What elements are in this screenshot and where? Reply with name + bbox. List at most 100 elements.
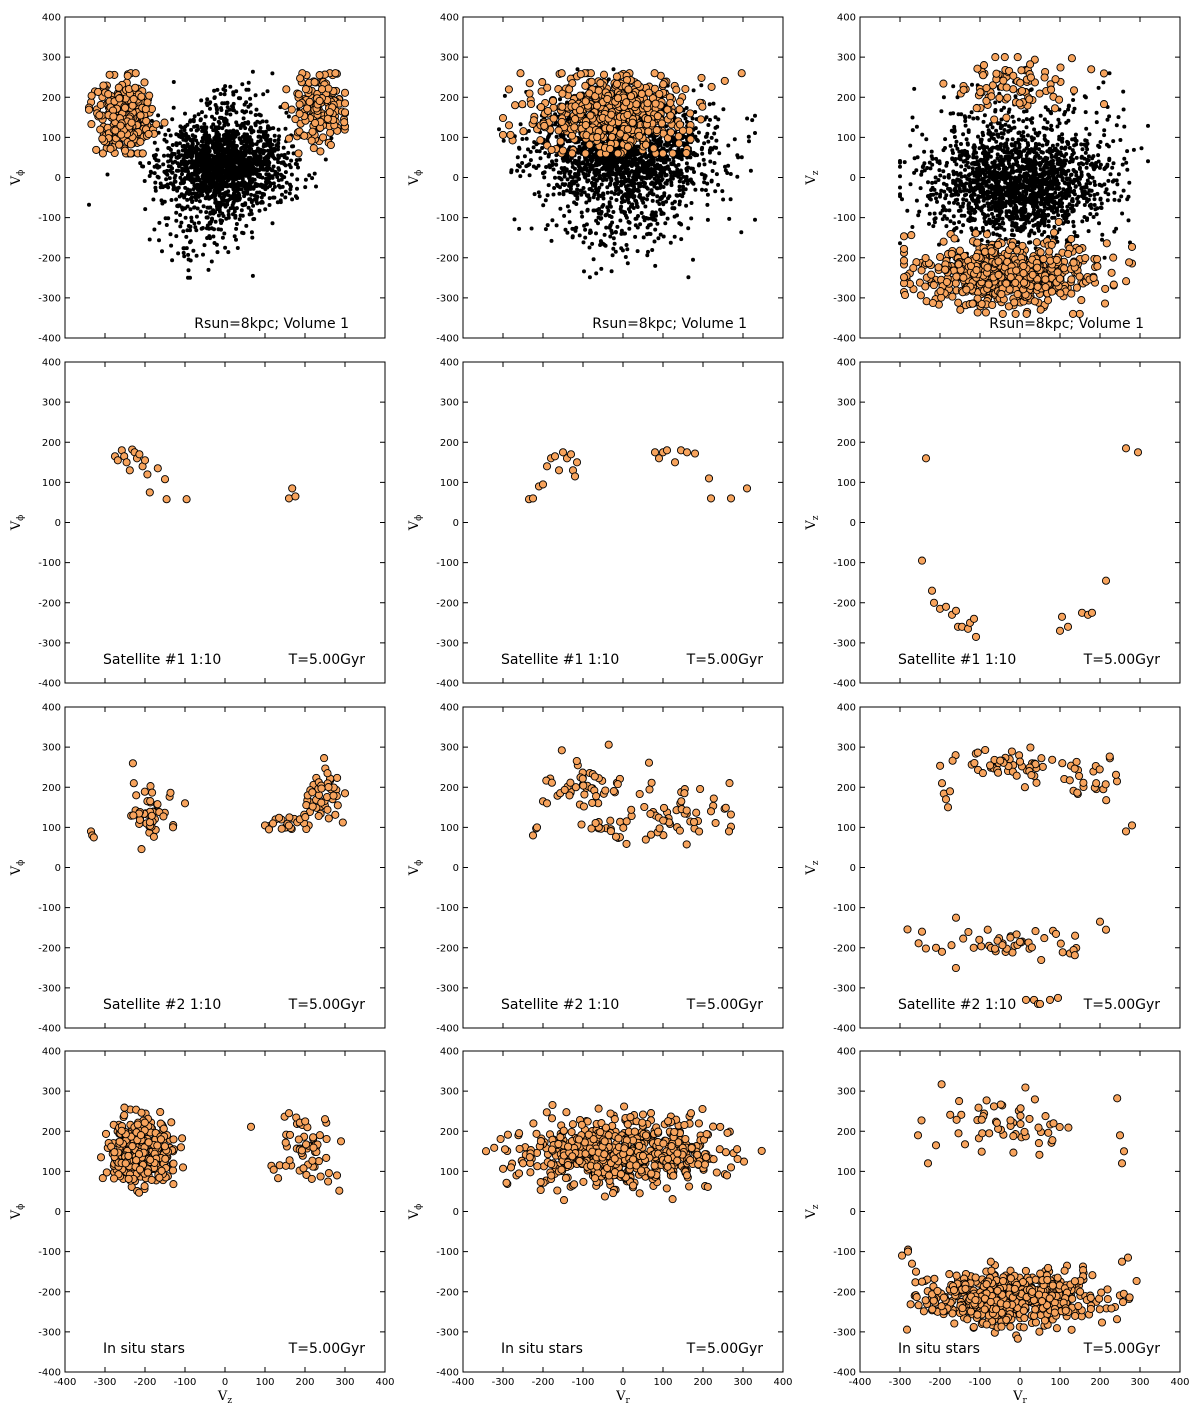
data-point-dark	[185, 122, 190, 127]
data-point-dark	[226, 209, 231, 214]
data-point-orange	[657, 119, 666, 128]
data-point-dark	[721, 197, 726, 202]
data-point-dark	[677, 188, 682, 193]
data-point-dark	[667, 157, 672, 162]
data-point-dark	[216, 213, 221, 218]
data-point-dark	[208, 188, 212, 193]
data-point-dark	[147, 174, 152, 178]
data-point-dark	[199, 98, 204, 103]
data-point-dark	[543, 151, 548, 155]
data-point-orange	[623, 125, 632, 134]
data-point-dark	[189, 219, 194, 224]
data-point-dark	[565, 177, 570, 182]
data-point-dark	[171, 80, 176, 84]
data-point-dark	[188, 118, 193, 123]
data-point-dark	[169, 198, 174, 202]
data-point-orange	[628, 118, 637, 127]
data-point-dark	[558, 206, 563, 211]
data-point-orange	[603, 94, 612, 104]
data-point-dark	[706, 123, 711, 127]
data-point-dark	[231, 206, 236, 211]
data-point-dark	[240, 121, 245, 126]
data-point-orange	[504, 121, 514, 130]
data-point-orange	[624, 85, 633, 94]
data-point-dark	[190, 200, 195, 204]
data-point-dark	[242, 194, 247, 199]
data-point-dark	[216, 169, 221, 174]
data-point-dark	[259, 195, 264, 200]
data-point-dark	[629, 203, 634, 208]
data-point-dark	[184, 190, 189, 195]
data-point-dark	[746, 134, 751, 139]
data-point-dark	[657, 202, 662, 206]
data-point-dark	[577, 155, 582, 160]
data-point-dark	[217, 188, 222, 193]
data-point-orange	[651, 99, 660, 108]
data-point-dark	[594, 208, 599, 213]
data-point-dark	[512, 217, 517, 222]
data-point-orange	[632, 100, 641, 109]
data-point-orange	[109, 112, 118, 121]
data-point-dark	[235, 154, 240, 158]
data-point-dark	[188, 239, 193, 244]
data-point-orange	[622, 98, 631, 107]
data-point-dark	[520, 161, 525, 165]
data-point-dark	[625, 169, 630, 174]
data-point-dark	[693, 187, 698, 192]
data-point-orange	[596, 79, 605, 88]
data-point-dark	[246, 80, 251, 85]
data-point-orange	[104, 90, 113, 99]
data-point-orange	[340, 118, 349, 127]
data-point-dark	[664, 173, 669, 177]
data-point-dark	[585, 168, 590, 173]
data-point-dark	[659, 212, 664, 216]
data-point-orange	[160, 118, 169, 127]
data-point-dark	[632, 181, 637, 186]
data-point-orange	[310, 78, 319, 87]
data-point-dark	[592, 170, 597, 175]
data-point-orange	[106, 144, 115, 153]
data-point-dark	[658, 143, 663, 148]
data-point-dark	[638, 184, 643, 189]
data-point-dark	[201, 204, 206, 209]
data-point-dark	[691, 88, 696, 93]
data-point-dark	[583, 235, 588, 240]
data-point-dark	[623, 255, 628, 259]
data-point-orange	[650, 84, 659, 93]
data-point-dark	[266, 124, 270, 129]
data-point-dark	[585, 208, 590, 213]
data-point-dark	[168, 168, 173, 173]
data-point-orange	[311, 118, 320, 128]
data-point-dark	[670, 201, 675, 206]
data-point-orange	[84, 105, 94, 114]
data-point-orange	[136, 137, 145, 146]
data-point-dark	[295, 186, 299, 191]
data-point-dark	[502, 93, 507, 98]
data-point-orange	[296, 74, 305, 83]
data-point-dark	[186, 268, 191, 273]
data-point-dark	[689, 216, 694, 221]
data-point-dark	[169, 243, 174, 248]
data-point-dark	[193, 185, 198, 190]
data-point-dark	[547, 163, 552, 168]
data-point-orange	[675, 97, 685, 106]
data-point-dark	[712, 131, 717, 136]
data-point-dark	[264, 119, 269, 124]
data-point-dark	[619, 204, 624, 209]
data-point-dark	[203, 156, 208, 161]
data-point-dark	[748, 168, 753, 173]
data-point-dark	[152, 227, 157, 232]
data-point-dark	[704, 134, 709, 139]
y-tick-label: 0	[453, 173, 459, 184]
data-point-dark	[228, 112, 233, 117]
data-point-dark	[258, 150, 262, 155]
data-point-dark	[554, 158, 559, 163]
data-point-dark	[253, 121, 258, 126]
data-point-dark	[180, 168, 184, 173]
data-point-dark	[568, 158, 573, 163]
data-point-orange	[607, 110, 616, 119]
data-point-dark	[645, 253, 650, 258]
data-point-dark	[283, 170, 288, 175]
data-point-dark	[609, 228, 614, 233]
data-point-dark	[604, 177, 609, 182]
